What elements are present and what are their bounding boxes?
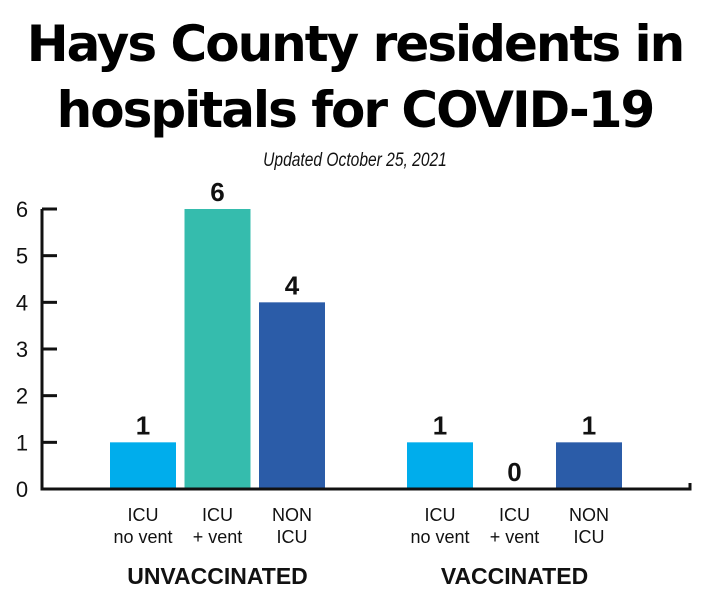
y-tick-label: 4 [16,290,28,315]
data-label: 6 [210,177,224,207]
bar [556,442,622,489]
chart-title-line-2: hospitals for COVID-19 [56,81,656,139]
bar [407,442,473,489]
x-tick-label-line1: ICU [128,505,159,525]
data-label: 1 [433,410,447,440]
bar [184,209,251,489]
y-tick-label: 5 [16,244,28,269]
x-tick-label-line1: NON [272,505,312,525]
x-tick-label-line2: ICU [574,527,605,547]
data-label: 1 [136,410,150,440]
chart-subtitle: Updated October 25, 2021 [263,150,447,171]
x-tick-label-line2: no vent [113,527,172,547]
y-tick-label: 3 [16,337,28,362]
bar [110,442,176,489]
group-label: VACCINATED [441,563,588,589]
data-label: 1 [582,410,596,440]
y-tick-label: 6 [16,197,28,222]
data-label: 4 [285,270,300,300]
bar [259,302,325,489]
y-tick-label: 2 [16,384,28,409]
x-tick-label-line1: ICU [425,505,456,525]
x-tick-label-line2: ICU [277,527,308,547]
data-label: 0 [507,457,521,487]
y-tick-label: 1 [16,430,28,455]
group-label: UNVACCINATED [127,563,308,589]
x-tick-label-line1: ICU [202,505,233,525]
x-tick-label-line2: + vent [193,527,243,547]
x-tick-label-line2: no vent [410,527,469,547]
y-tick-label: 0 [16,477,28,502]
x-tick-label-line1: NON [569,505,609,525]
x-tick-label-line1: ICU [499,505,530,525]
x-tick-label-line2: + vent [490,527,540,547]
chart-title-line-1: Hays County residents in [26,15,686,73]
